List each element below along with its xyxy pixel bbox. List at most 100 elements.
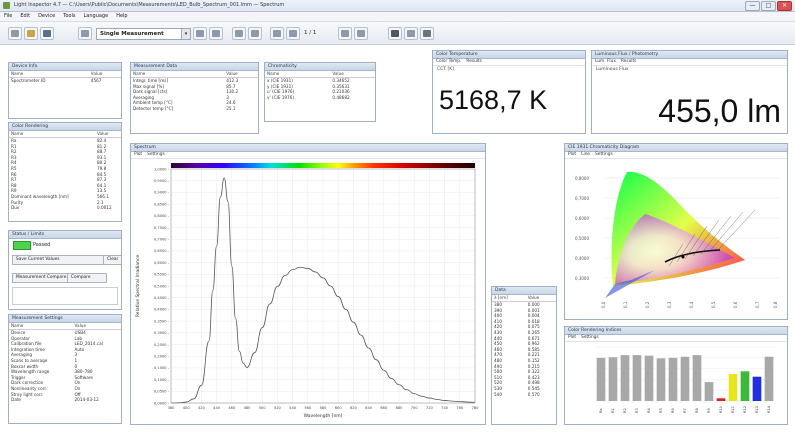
spectrum-chart[interactable]: 0,0000 - 0,0500 - 0,1000 - 0,1500 - 0,2000 -… (131, 159, 483, 423)
table-row[interactable]: 450 0.962 (492, 341, 556, 347)
save-values-button[interactable]: Save Current Values (12, 255, 105, 265)
clear-button[interactable]: Clear (103, 255, 123, 265)
table-row[interactable]: R6 84.5 (9, 172, 121, 178)
print-button[interactable] (388, 27, 402, 40)
menu-edit[interactable]: Edit (20, 13, 31, 19)
close-button[interactable]: ✕ (777, 1, 792, 11)
table-row[interactable]: 430 0.265 (492, 330, 556, 336)
table-row[interactable]: 520 0.498 (492, 380, 556, 386)
maximize-button[interactable]: □ (761, 1, 776, 11)
last-button[interactable] (248, 27, 262, 40)
new-file-button[interactable] (8, 27, 22, 40)
table-row[interactable]: 510 0.423 (492, 375, 556, 381)
settings-button[interactable] (420, 27, 434, 40)
table-row[interactable]: 460 0.585 (492, 347, 556, 353)
tab-color-temp[interactable]: Color Temp. (436, 59, 462, 64)
cie-chart[interactable]: 0,8000 0,7000 0,6000 0,5000 0,4000 0,3000 0,0… (565, 158, 785, 318)
table-row[interactable]: R1 81.2 (9, 144, 121, 150)
first-button[interactable] (232, 27, 246, 40)
table-row[interactable]: Integr. time [ms] 412.3 (131, 78, 258, 84)
prev-button[interactable] (270, 27, 284, 40)
table-row[interactable]: R5 79.8 (9, 166, 121, 172)
notes-field[interactable] (12, 287, 118, 305)
table-row[interactable]: x (CIE 1931) 0.34652 (265, 78, 375, 84)
tab-results[interactable]: Results (620, 59, 637, 64)
table-row[interactable]: 410 0.018 (492, 319, 556, 325)
tab-plot[interactable]: Plot (134, 152, 143, 157)
table-row[interactable]: R9 13.5 (9, 188, 121, 194)
next-button[interactable] (286, 27, 300, 40)
table-row[interactable]: Detector temp [°C] 25.1 (131, 106, 258, 112)
tab-lum-flux[interactable]: Lum. Flux (595, 59, 616, 64)
menu-language[interactable]: Language (83, 13, 109, 19)
table-row[interactable]: R2 88.7 (9, 149, 121, 155)
tab-plot[interactable]: Plot (568, 335, 577, 340)
cell-value: 0.221 (527, 352, 540, 358)
table-row[interactable]: 400 0.004 (492, 313, 556, 319)
table-row[interactable]: Purity 2.1 (9, 200, 121, 206)
table-row[interactable]: Spectrometer ID 4567 (9, 78, 121, 84)
open-file-button[interactable] (24, 27, 38, 40)
table-row[interactable]: R3 93.1 (9, 155, 121, 161)
table-row[interactable]: y (CIE 1931) 0.35631 (265, 84, 375, 90)
table-row[interactable]: Wavelength range 380–780 (9, 369, 121, 375)
table-row[interactable]: Averaging 3 (9, 352, 121, 358)
save-button[interactable] (40, 27, 54, 40)
y-tick-label: 0,9500 - (154, 179, 170, 183)
table-row[interactable]: R4 80.2 (9, 160, 121, 166)
minimize-button[interactable]: — (745, 1, 760, 11)
table-row[interactable]: 470 0.221 (492, 352, 556, 358)
tab-line[interactable]: Line (581, 152, 591, 157)
menu-device[interactable]: Device (38, 13, 56, 19)
table-row[interactable]: 440 0.671 (492, 336, 556, 342)
tab-settings[interactable]: Settings (581, 335, 599, 340)
table-row[interactable]: Ambient temp [°C] 24.6 (131, 100, 258, 106)
zoom-in-button[interactable] (338, 27, 352, 40)
table-row[interactable]: Date 2014-03-12 (9, 397, 121, 403)
table-row[interactable]: 500 0.322 (492, 369, 556, 375)
table-row[interactable]: 530 0.545 (492, 386, 556, 392)
export-button[interactable] (404, 27, 418, 40)
menu-file[interactable]: File (4, 13, 13, 19)
tab-plot[interactable]: Plot (568, 152, 577, 157)
tab-settings[interactable]: Settings (595, 152, 613, 157)
table-row[interactable]: u' (CIE 1976) 0.21036 (265, 89, 375, 95)
table-row[interactable]: Nonlinearity corr. On (9, 386, 121, 392)
menu-tools[interactable]: Tools (63, 13, 76, 19)
table-row[interactable]: 420 0.075 (492, 324, 556, 330)
compare-button[interactable]: Compare (67, 273, 107, 283)
table-row[interactable]: Calibration file LED_2014.cal (9, 341, 121, 347)
table-row[interactable]: Stray light corr. Off (9, 392, 121, 398)
table-row[interactable]: Ra 82.4 (9, 138, 121, 144)
table-row[interactable]: Scans to average 1 (9, 358, 121, 364)
tab-settings[interactable]: Settings (147, 152, 165, 157)
table-row[interactable]: Averaging 3 (131, 95, 258, 101)
table-row[interactable]: v' (CIE 1976) 0.48682 (265, 95, 375, 101)
measurement-compare-button[interactable]: Measurement Compare (12, 273, 70, 283)
table-row[interactable]: Trigger Software (9, 375, 121, 381)
table-row[interactable]: Boxcar width 0 (9, 364, 121, 370)
table-row[interactable]: 540 0.570 (492, 392, 556, 398)
cri-bar-chart[interactable]: Ra R1 R2 R3 R4 R5 R6 R7 R8 R9 R10 R11 R12 R13 R14 (565, 341, 785, 423)
table-row[interactable]: Duv 0.0012 (9, 205, 121, 211)
zoom-out-button[interactable] (354, 27, 368, 40)
menu-help[interactable]: Help (116, 13, 128, 19)
play-button[interactable] (193, 27, 207, 40)
table-row[interactable]: Device USB4 (9, 330, 121, 336)
table-row[interactable]: 380 0.000 (492, 302, 556, 308)
table-row[interactable]: R8 64.1 (9, 183, 121, 189)
table-row[interactable]: Max signal [%] 85.7 (131, 84, 258, 90)
table-row[interactable]: Integration time Auto (9, 347, 121, 353)
stop-button[interactable] (209, 27, 223, 40)
table-row[interactable]: Operator Lab (9, 336, 121, 342)
table-row[interactable]: Dark correction On (9, 380, 121, 386)
tab-results[interactable]: Results (466, 59, 482, 64)
table-row[interactable]: Dominant wavelength [nm] 566.1 (9, 194, 121, 200)
table-row[interactable]: R7 87.3 (9, 177, 121, 183)
table-row[interactable]: 480 0.152 (492, 358, 556, 364)
table-row[interactable]: 490 0.215 (492, 364, 556, 370)
table-row[interactable]: Dark signal [cts] 130.2 (131, 89, 258, 95)
table-row[interactable]: 390 0.001 (492, 308, 556, 314)
mode-select[interactable]: Single Measurement ▾ (96, 28, 191, 40)
measure-button[interactable] (78, 27, 92, 40)
